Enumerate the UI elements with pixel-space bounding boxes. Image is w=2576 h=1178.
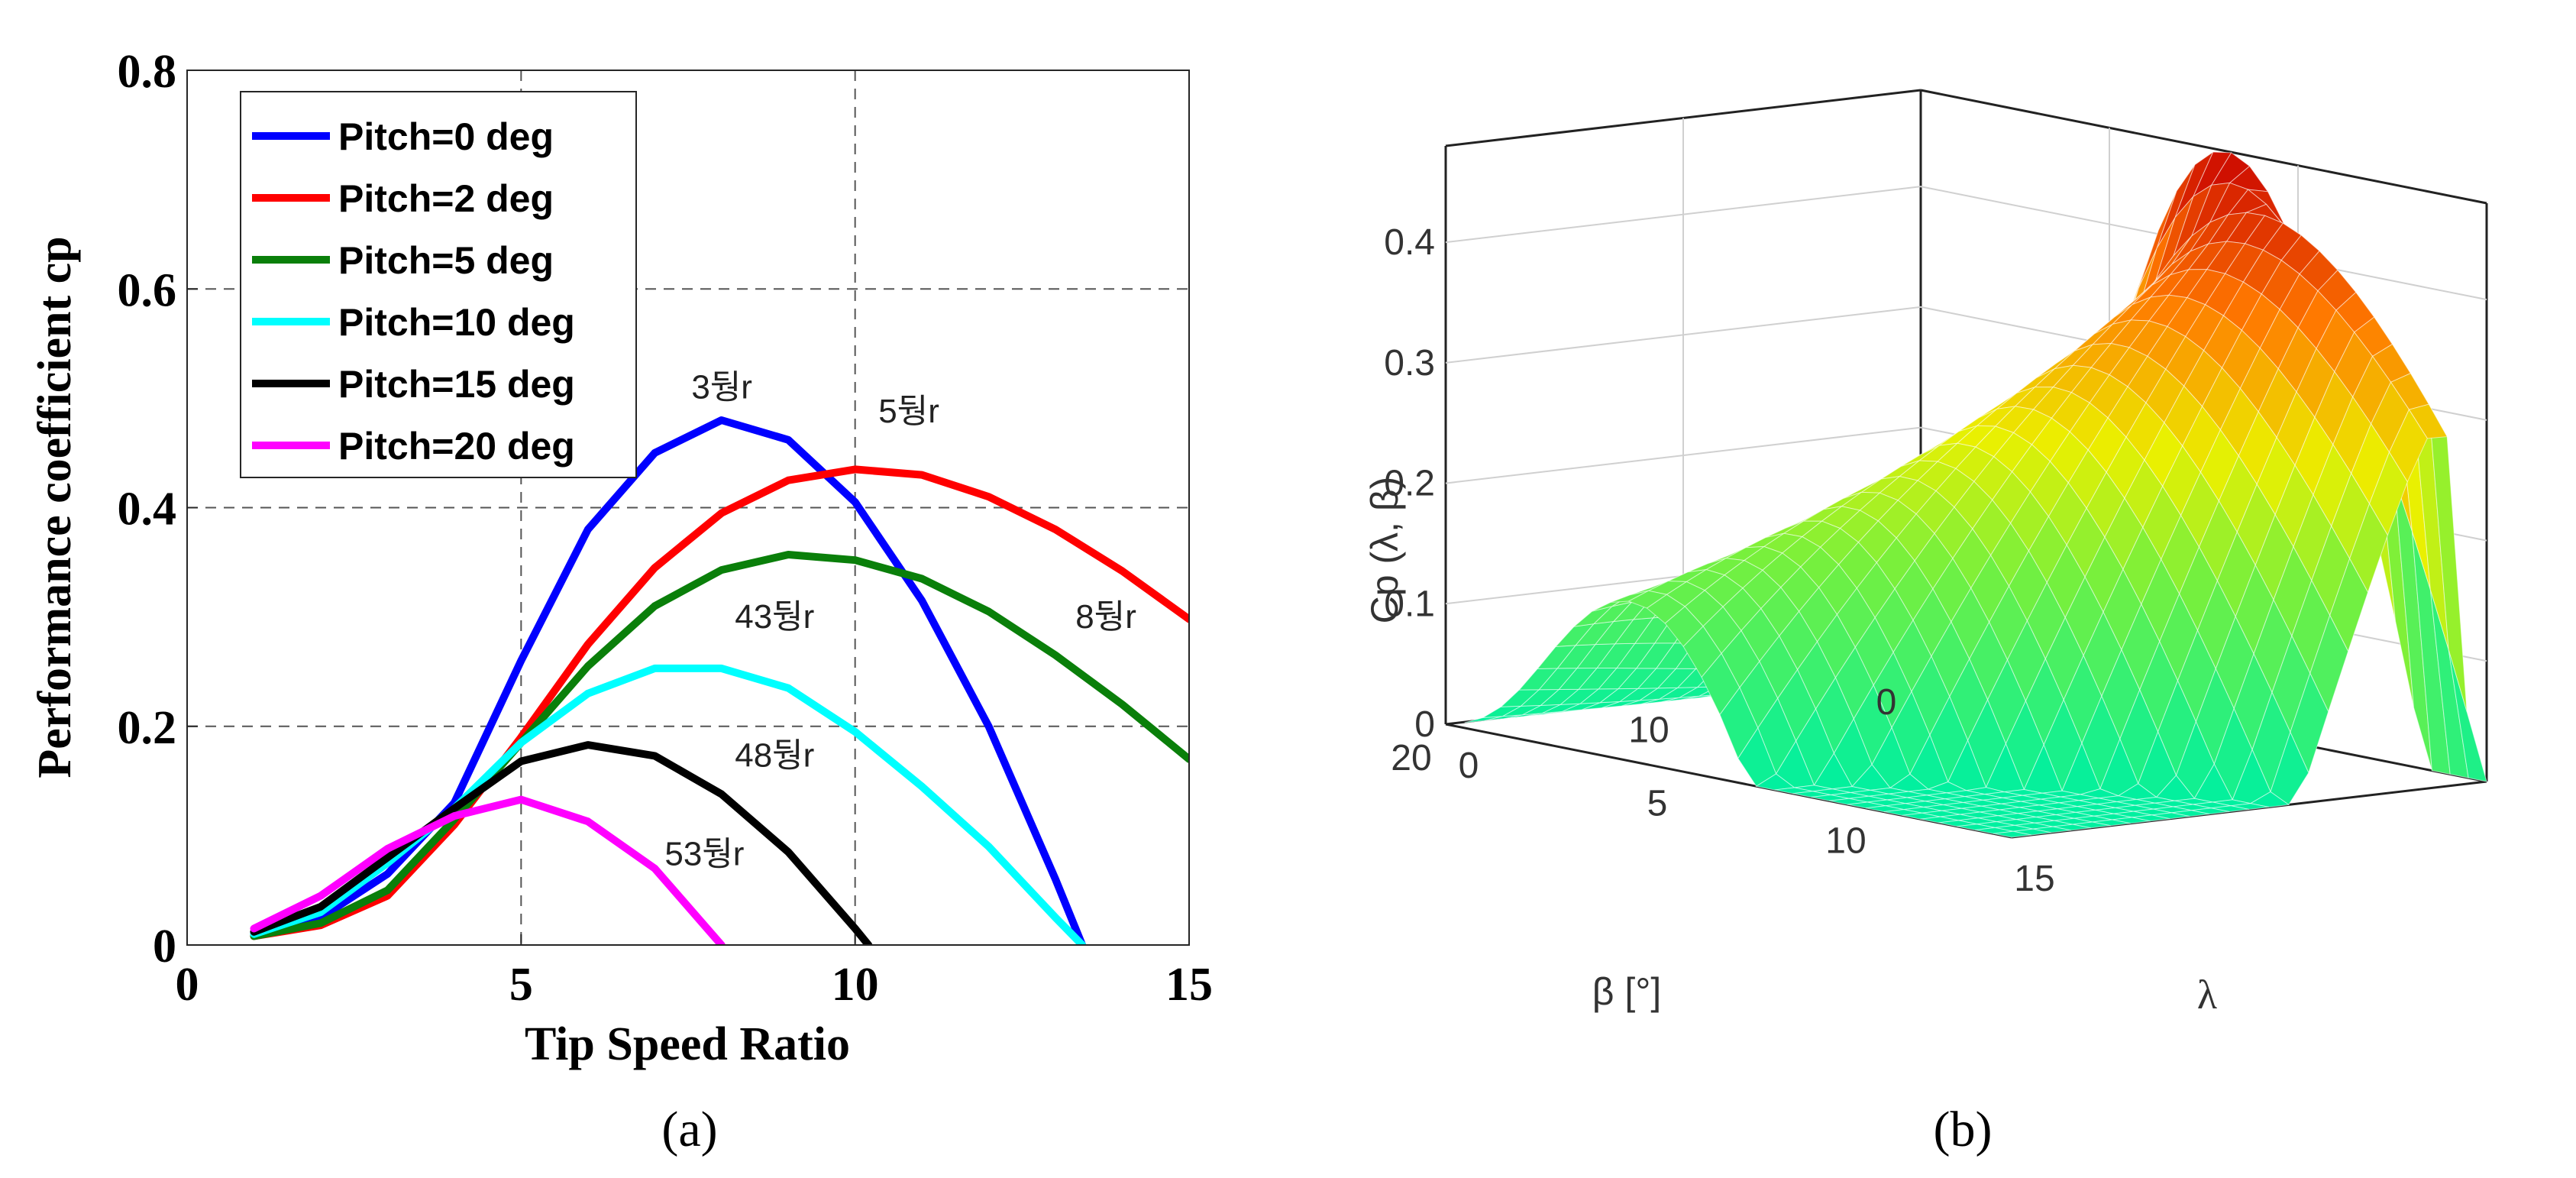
x-tick-label: 5 xyxy=(509,959,533,1011)
series-line-5 xyxy=(250,795,726,945)
lambda-tick-label: 5 xyxy=(1647,783,1668,824)
curve-annotation: 53뒁r xyxy=(664,836,744,873)
cp-surface xyxy=(1464,150,2487,838)
panel-b-label: (b) xyxy=(1934,1102,1993,1157)
legend-label: Pitch=20 deg xyxy=(338,425,575,468)
z-tick-label: 0.3 xyxy=(1384,343,1435,383)
lambda-axis-label: λ xyxy=(2197,972,2217,1018)
legend-label: Pitch=15 deg xyxy=(338,363,575,406)
annotations-a: 3뒁r 5뒁r 43뒁r 8뒁r 48뒁r 53뒁r xyxy=(664,368,1136,872)
x-axis-label-a: Tip Speed Ratio xyxy=(525,1018,850,1070)
series-line-0 xyxy=(250,416,1087,945)
lambda-tick-label: 10 xyxy=(1825,821,1866,862)
legend-label: Pitch=5 deg xyxy=(338,239,554,282)
axis-ticks-a: 0 5 10 15 0 0.2 0.4 0.6 0.8 xyxy=(118,46,1214,1011)
curve-annotation: 5뒁r xyxy=(878,393,939,430)
series-line-2 xyxy=(250,551,1189,940)
beta-tick-label: 0 xyxy=(1876,682,1897,723)
curve-annotation: 43뒁r xyxy=(735,598,814,636)
y-tick-label: 0.2 xyxy=(118,702,177,754)
z-tick-label: 0.1 xyxy=(1384,584,1435,624)
legend-label: Pitch=2 deg xyxy=(338,177,554,220)
beta-tick-label: 10 xyxy=(1628,710,1669,751)
z-tick-label: 0.4 xyxy=(1384,222,1435,263)
series-line-4 xyxy=(250,741,873,945)
legend-box xyxy=(240,91,637,478)
z-tick-label: 0.2 xyxy=(1384,464,1435,504)
curve-annotation: 8뒁r xyxy=(1075,598,1136,636)
y-tick-label: 0 xyxy=(153,921,176,972)
panel-a-line-chart: 0 5 10 15 0 0.2 0.4 0.6 0.8 3뒁r 5뒁r 43뒁r 8뒁r 48뒁r 53뒁… xyxy=(29,46,1213,1157)
beta-tick-label: 20 xyxy=(1391,738,1431,778)
x-tick-label: 10 xyxy=(832,959,879,1011)
x-tick-label: 15 xyxy=(1165,959,1213,1011)
y-tick-label: 0.4 xyxy=(118,484,177,536)
y-tick-label: 0.8 xyxy=(118,46,177,98)
legend: Pitch=0 deg Pitch=2 deg Pitch=5 deg Pitch=1… xyxy=(240,91,637,478)
legend-label: Pitch=10 deg xyxy=(338,301,575,344)
lambda-tick-label: 0 xyxy=(1459,746,1479,786)
x-tick-label: 0 xyxy=(176,959,199,1011)
curve-annotation: 3뒁r xyxy=(691,368,752,406)
surface-patch xyxy=(1993,830,2031,838)
y-tick-label: 0.6 xyxy=(118,264,177,316)
lambda-tick-label: 15 xyxy=(2014,859,2054,899)
curve-annotation: 48뒁r xyxy=(735,737,814,775)
legend-label: Pitch=0 deg xyxy=(338,115,554,158)
series-lines-a xyxy=(250,416,1189,945)
box-edge xyxy=(1920,89,2487,205)
panel-a-label: (a) xyxy=(661,1102,717,1157)
z-tick-label: 0 xyxy=(1414,704,1435,745)
beta-axis-label: β [°] xyxy=(1592,970,1661,1013)
z-axis-label-b: Cp (λ, β) xyxy=(1363,477,1406,624)
y-axis-label-a: Performance coefficient cp xyxy=(29,236,81,778)
